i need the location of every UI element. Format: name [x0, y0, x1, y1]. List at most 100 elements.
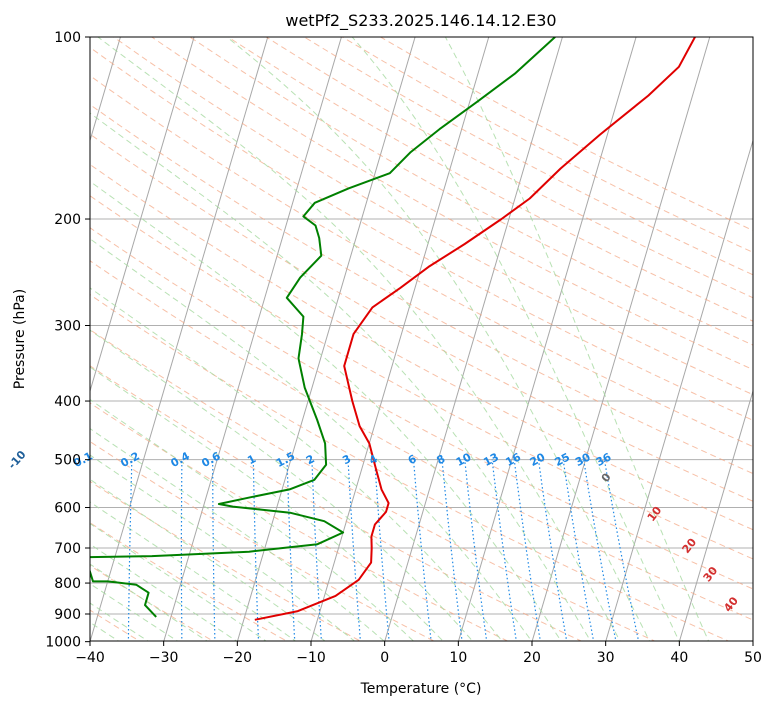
dry-adiabat-line — [227, 37, 753, 322]
x-tick-label: 0 — [380, 650, 389, 666]
dry-adiabat-line — [189, 37, 753, 346]
mixing-ratio-line — [311, 459, 322, 641]
moist-adiabat-line — [90, 398, 415, 641]
x-tick-label: 10 — [449, 650, 467, 666]
moist-adiabat-label: 10 — [645, 504, 665, 524]
mixing-ratio-line — [583, 459, 617, 641]
adiabat-labels: 0.10.20.40.611.52346810131620253036-100-… — [6, 448, 742, 615]
moist-adiabat-line — [90, 478, 326, 641]
y-tick-label: 700 — [54, 541, 81, 557]
moist-adiabat-line — [90, 112, 592, 641]
dry-adiabat-line — [0, 37, 12, 655]
dry-adiabat-line — [90, 46, 753, 421]
isotherm-line — [237, 37, 416, 641]
y-tick-label: 600 — [54, 501, 81, 517]
mixing-ratio-line — [286, 459, 296, 641]
isotherm-line — [310, 37, 490, 641]
moist-adiabat-label: 20 — [680, 536, 700, 556]
x-tick-label: 20 — [523, 650, 541, 666]
mixing-ratio-label: 20 — [528, 450, 548, 469]
dry-adiabat-line — [90, 609, 141, 641]
mixing-ratio-line — [374, 459, 390, 641]
x-axis: −40 −30 −20 −10 0 10 20 30 40 50 — [75, 641, 762, 666]
mixing-ratio-line — [180, 459, 183, 641]
y-tick-label: 800 — [54, 576, 81, 592]
mixing-ratio-line — [513, 459, 541, 641]
moist-adiabat-line — [90, 454, 356, 641]
isotherm-line — [458, 37, 637, 641]
dry-adiabat-line — [90, 522, 288, 641]
dry-adiabat-label: -10 — [6, 448, 29, 472]
dry-adiabat-line — [342, 37, 753, 253]
mixing-ratio-label: 30 — [573, 450, 593, 469]
isotherm-line — [163, 37, 342, 641]
moist-adiabat-line — [444, 37, 710, 641]
mixing-ratio-label: 0.2 — [118, 449, 141, 470]
mixing-ratio-label: 16 — [503, 450, 523, 469]
dry-adiabat-line — [265, 37, 753, 299]
mixing-ratio-line — [464, 459, 488, 641]
x-tick-label: 30 — [597, 650, 615, 666]
mixing-ratio-label: 13 — [481, 450, 501, 469]
y-tick-label: 100 — [54, 30, 81, 46]
moist-adiabat-line — [97, 37, 621, 641]
dry-adiabat-line — [90, 195, 753, 560]
mixing-ratio-line — [441, 459, 463, 641]
mixing-ratio-line — [252, 459, 260, 641]
background-lines — [0, 37, 753, 655]
dry-adiabat-line — [90, 133, 753, 502]
y-tick-label: 1000 — [45, 635, 81, 651]
moist-adiabat-line — [90, 366, 444, 641]
x-axis-label: Temperature (°C) — [360, 681, 482, 697]
moist-adiabat-line — [351, 37, 680, 641]
dry-adiabat-line — [90, 365, 583, 641]
isotherm-line — [90, 37, 195, 393]
mixing-ratio-line — [412, 459, 432, 641]
mixing-ratio-line — [603, 459, 640, 641]
mixing-ratio-label: 1.5 — [274, 449, 297, 470]
mixing-ratio-line — [562, 459, 595, 641]
isotherm-line — [605, 138, 753, 641]
x-tick-label: −40 — [75, 650, 105, 666]
mixing-ratio-line — [78, 460, 85, 655]
moist-adiabat-line — [90, 329, 474, 641]
mixing-ratio-line — [212, 459, 216, 641]
x-tick-label: −10 — [296, 650, 326, 666]
moist-adiabat-label: 40 — [721, 594, 741, 614]
moist-adiabat-line — [90, 427, 385, 641]
dry-adiabat-line — [90, 564, 214, 641]
dry-adiabat-line — [90, 163, 753, 531]
isotherm-line — [679, 389, 753, 641]
isotherm-line — [531, 37, 711, 641]
x-tick-label: −30 — [149, 650, 179, 666]
mixing-ratio-line — [127, 459, 133, 641]
moist-adiabat-line — [90, 287, 503, 641]
y-tick-label: 500 — [54, 453, 81, 469]
dewpoint-line — [90, 37, 556, 618]
dry-adiabat-line — [90, 480, 362, 641]
moist-adiabat-line — [90, 180, 562, 641]
dry-adiabat-line — [90, 402, 509, 641]
dry-adiabat-line — [90, 329, 656, 641]
isotherm-line — [384, 37, 563, 641]
mixing-ratio-line — [347, 459, 362, 641]
x-tick-label: 50 — [744, 650, 762, 666]
dry-adiabat-line — [90, 75, 753, 448]
mixing-ratio-label: 10 — [454, 450, 474, 469]
mixing-ratio-label: 36 — [594, 450, 614, 469]
mixing-ratio-line — [491, 459, 517, 641]
dry-adiabat-line — [90, 440, 435, 641]
plot-frame — [89, 36, 754, 642]
moist-adiabat-line — [90, 543, 238, 641]
chart-title: wetPf2_S233.2025.146.14.12.E30 — [285, 11, 556, 31]
y-axis: 100 200 300 400 500 600 700 800 900 1000 — [45, 30, 90, 651]
temperature-line — [254, 37, 696, 621]
moist-adiabat-line — [90, 501, 297, 641]
moist-adiabat-line — [90, 522, 267, 641]
dry-adiabat-line — [90, 294, 730, 641]
y-tick-label: 300 — [54, 318, 81, 334]
isotherm-line — [90, 37, 269, 641]
y-axis-label: Pressure (hPa) — [12, 289, 28, 389]
y-tick-label: 900 — [54, 607, 81, 623]
